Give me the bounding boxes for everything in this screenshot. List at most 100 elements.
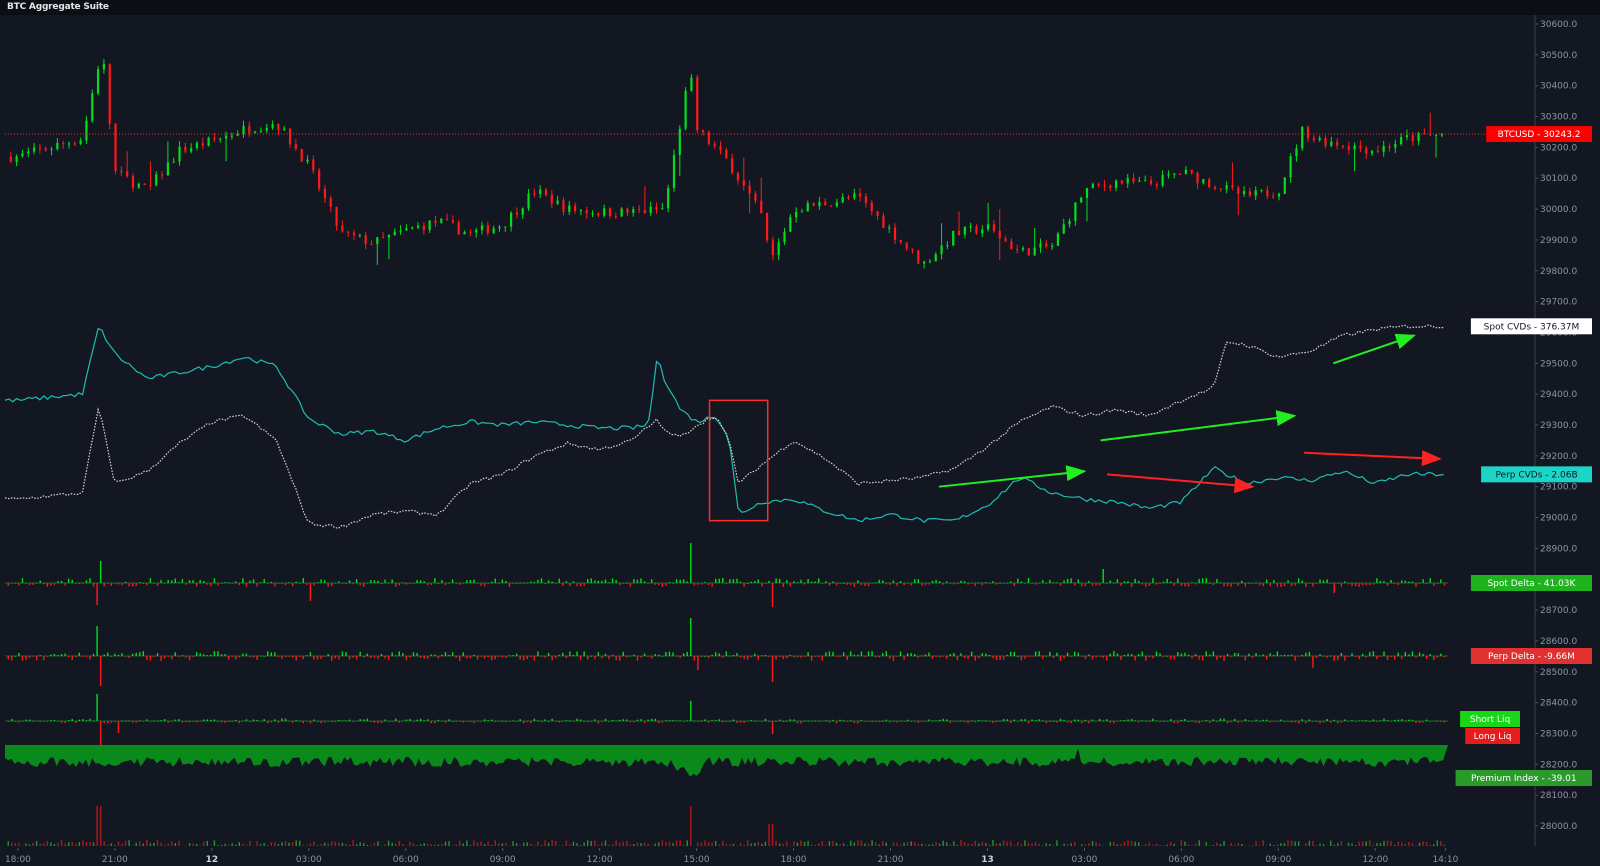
perp-delta-histogram-bar — [842, 652, 845, 656]
liquidations-histogram-bar — [85, 720, 88, 721]
spot-delta-histogram-bar — [1365, 583, 1367, 586]
candle — [318, 170, 321, 189]
perp-delta-histogram-bar — [1138, 654, 1140, 656]
volume-bar — [96, 806, 98, 846]
liquidations-histogram-bar — [515, 721, 518, 722]
perp-delta-histogram-bar — [1031, 656, 1033, 657]
liquidations-histogram-bar — [1230, 721, 1232, 723]
liquidations-histogram-bar — [35, 721, 38, 722]
spot-delta-histogram-bar — [46, 583, 49, 587]
liquidations-histogram-bar — [466, 721, 468, 722]
perp-delta-histogram-bar — [501, 656, 504, 658]
liquidations-histogram-bar — [846, 721, 848, 722]
spot-delta-histogram-bar — [1351, 583, 1353, 587]
liquidations-histogram-bar — [1134, 720, 1136, 722]
perp-delta-histogram-bar — [906, 653, 909, 656]
liquidations-histogram-bar — [882, 720, 884, 722]
liquidations-histogram-bar — [1425, 719, 1428, 721]
perp-delta-histogram-bar — [931, 656, 934, 660]
perp-delta-histogram-bar — [810, 656, 813, 661]
liquidations-histogram-bar — [380, 721, 383, 724]
spot-delta-histogram-bar — [700, 583, 703, 585]
spot-delta-histogram-bar — [1123, 581, 1126, 583]
spot-delta-histogram-bar — [398, 583, 400, 586]
liquidations-histogram-bar — [1301, 719, 1303, 721]
volume-bar — [864, 843, 866, 846]
candle — [1318, 138, 1321, 141]
liquidations-histogram-bar — [139, 720, 141, 722]
liquidations-histogram-bar — [1326, 718, 1328, 721]
spot-delta-histogram-bar — [1237, 583, 1239, 586]
liquidations-histogram-bar — [693, 720, 696, 722]
volume-bar — [1237, 842, 1239, 846]
volume-bar — [416, 844, 418, 846]
liquidations-histogram-bar — [46, 721, 49, 722]
candle — [143, 183, 146, 185]
perp-delta-histogram-bar — [107, 652, 109, 656]
volume-bar — [615, 840, 617, 846]
liquidations-histogram-bar — [299, 720, 301, 722]
perp-delta-histogram-bar — [1230, 656, 1232, 657]
candle — [1295, 148, 1298, 157]
spot-delta-histogram-bar — [530, 581, 532, 583]
liquidations-histogram-bar — [1397, 719, 1399, 721]
spot-delta-histogram-bar — [427, 583, 429, 586]
volume-bar — [1365, 841, 1367, 846]
spot-delta-histogram-bar — [1234, 583, 1236, 584]
perp-delta-histogram-bar — [1265, 656, 1268, 660]
liquidations-histogram-bar — [1152, 718, 1154, 721]
liquidations-histogram-bar — [1145, 720, 1147, 722]
spot-delta-histogram-bar — [39, 580, 41, 583]
spot-delta-histogram-bar — [1020, 581, 1023, 583]
perp-delta-histogram-bar — [473, 654, 475, 656]
perp-delta-histogram-bar — [796, 656, 799, 658]
spot-delta-histogram-bar — [1205, 578, 1207, 583]
app-title: BTC Aggregate Suite — [7, 2, 109, 12]
volume-bar — [1376, 843, 1378, 846]
volume-bar — [839, 844, 841, 846]
perp-delta-histogram-bar — [135, 652, 137, 656]
perp-delta-histogram-bar — [857, 654, 859, 656]
candle — [527, 193, 530, 209]
volume-bar — [1354, 845, 1357, 846]
volume-bar — [835, 842, 838, 846]
candle — [224, 135, 228, 139]
spot-delta-histogram-bar — [825, 581, 827, 583]
candle — [1283, 177, 1286, 194]
candle — [1045, 243, 1048, 247]
volume-bar — [551, 840, 553, 846]
perp-delta-histogram-bar — [732, 654, 735, 656]
liquidations-histogram-bar — [576, 718, 578, 721]
spot-delta-histogram-bar — [203, 580, 205, 583]
liquidations-histogram-bar — [686, 720, 688, 722]
volume-bar — [466, 840, 468, 846]
perp-delta-histogram-bar — [437, 656, 440, 659]
spot-delta-histogram-bar — [1287, 580, 1289, 583]
spot-delta-histogram-bar — [921, 583, 923, 586]
volume-bar — [1273, 845, 1275, 846]
candle — [888, 227, 891, 229]
volume-bar — [462, 843, 464, 846]
candle — [259, 130, 263, 132]
perp-delta-histogram-bar — [803, 656, 806, 657]
liquidations-histogram-bar — [121, 720, 123, 722]
perp-delta-histogram-bar — [139, 652, 141, 656]
liquidations-histogram — [5, 694, 1448, 748]
spot-delta-histogram-bar — [1226, 583, 1229, 587]
candle — [748, 185, 751, 194]
volume-bar — [512, 841, 514, 846]
perp-delta-histogram-bar — [57, 654, 59, 656]
perp-delta-histogram-bar — [206, 655, 209, 656]
perp-delta-histogram-bar — [64, 653, 66, 656]
candle — [1196, 172, 1199, 184]
perp-delta-histogram-bar — [743, 656, 745, 660]
price-tick-label: 30000.0 — [1540, 205, 1577, 215]
perp-delta-histogram-bar — [277, 656, 280, 657]
spot-delta-histogram-bar — [1386, 583, 1389, 586]
liquidations-histogram-bar — [960, 720, 962, 722]
liquidations-histogram-bar — [647, 719, 649, 721]
perp-delta-histogram-bar — [427, 656, 429, 659]
candle — [492, 228, 495, 234]
perp-delta-histogram-bar — [459, 656, 461, 661]
candle — [364, 235, 367, 245]
